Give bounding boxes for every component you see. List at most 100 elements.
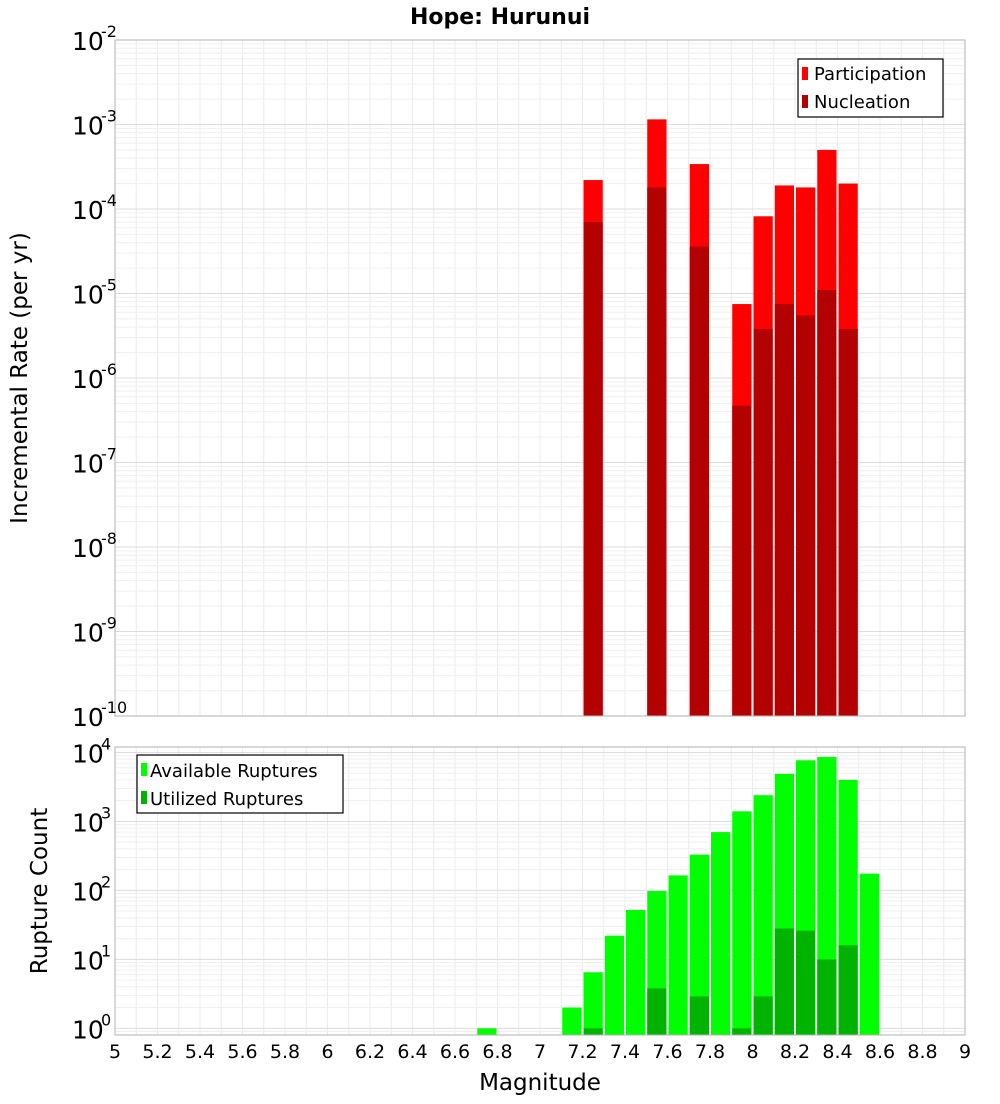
x-tick-label: 8.4	[822, 1041, 852, 1063]
top-y-tick-label-exponent: -5	[101, 276, 117, 295]
x-tick-label: 9	[959, 1041, 971, 1063]
top-y-tick-label-base: 10	[72, 703, 104, 732]
x-tick-label: 7.6	[652, 1041, 682, 1063]
bar-nucleation	[774, 304, 794, 716]
top-y-tick-label-base: 10	[72, 534, 104, 563]
x-tick-label: 7.8	[695, 1041, 725, 1063]
x-tick-label: 8	[746, 1041, 758, 1063]
top-y-tick-label-exponent: -4	[101, 191, 117, 210]
top-y-tick-label-base: 10	[72, 196, 104, 225]
bottom-y-tick-label-base: 10	[72, 739, 104, 768]
top-y-tick-label-exponent: -3	[101, 107, 117, 126]
bar-utilized-ruptures	[838, 945, 858, 1035]
top-y-tick-label-base: 10	[72, 365, 104, 394]
x-tick-label: 6.2	[355, 1041, 385, 1063]
bar-nucleation	[689, 246, 709, 716]
bar-available-ruptures	[753, 795, 773, 1035]
top-y-tick-label-exponent: -8	[101, 529, 117, 548]
bottom-x-tick-labels: 5 5.2 5.4 5.6 5.8 6 6.2 6.4 6.6 6.8 7 7.2 7.4 7.6 7.8 8…	[109, 1041, 971, 1063]
bar-utilized-ruptures	[753, 996, 773, 1035]
bottom-y-tick-label-base: 10	[72, 1015, 104, 1044]
bar-utilized-ruptures	[689, 996, 709, 1035]
bottom-y-tick-label-exponent: 2	[101, 872, 111, 891]
top-y-tick-label-exponent: -9	[101, 614, 117, 633]
chart-title: Hope: Hurunui	[410, 5, 590, 30]
legend-swatch-nucleation	[802, 95, 808, 108]
bottom-y-tick-label-exponent: 4	[101, 734, 111, 753]
top-y-tick-label-base: 10	[72, 27, 104, 56]
x-tick-label: 6.4	[397, 1041, 427, 1063]
bar-available-ruptures	[604, 935, 624, 1035]
bar-available-ruptures	[668, 875, 688, 1035]
bottom-y-axis-label: Rupture Count	[27, 808, 53, 974]
x-tick-label: 6.6	[440, 1041, 470, 1063]
top-bars	[583, 119, 858, 717]
bar-available-ruptures	[689, 854, 709, 1035]
bar-nucleation	[647, 187, 667, 717]
top-y-tick-label-base: 10	[72, 619, 104, 648]
top-y-axis-label: Incremental Rate (per yr)	[7, 232, 33, 524]
bottom-y-tick-label-base: 10	[72, 808, 104, 837]
top-legend: Participation Nucleation	[797, 58, 944, 118]
bottom-y-tick-label-exponent: 1	[101, 941, 111, 960]
x-tick-label: 6	[321, 1041, 333, 1063]
bar-available-ruptures	[583, 972, 603, 1035]
bar-available-ruptures	[626, 909, 646, 1035]
x-tick-label: 8.2	[780, 1041, 810, 1063]
bottom-y-tick-label-base: 10	[72, 877, 104, 906]
bottom-y-tick-label-exponent: 0	[101, 1010, 111, 1029]
x-tick-label: 5	[109, 1041, 121, 1063]
bar-nucleation	[583, 222, 603, 716]
legend-swatch-participation	[802, 67, 808, 80]
top-y-tick-label-exponent: -6	[101, 360, 117, 379]
x-tick-label: 7.4	[610, 1041, 640, 1063]
bar-available-ruptures	[732, 811, 752, 1035]
x-tick-label: 5.2	[142, 1041, 172, 1063]
bar-utilized-ruptures	[817, 959, 837, 1035]
legend-swatch-available	[141, 763, 147, 776]
bar-nucleation	[838, 329, 858, 716]
bar-nucleation	[732, 405, 752, 716]
x-tick-label: 7	[534, 1041, 546, 1063]
bar-available-ruptures	[477, 1028, 497, 1035]
bar-nucleation	[796, 315, 816, 716]
x-tick-label: 8.8	[907, 1041, 937, 1063]
bottom-bars	[477, 756, 879, 1035]
bar-available-ruptures	[711, 832, 731, 1035]
x-tick-label: 6.8	[482, 1041, 512, 1063]
bottom-y-tick-label-exponent: 3	[101, 803, 111, 822]
legend-label-nucleation: Nucleation	[814, 92, 910, 113]
bar-utilized-ruptures	[774, 928, 794, 1035]
x-tick-label: 8.6	[865, 1041, 895, 1063]
bottom-y-tick-label-base: 10	[72, 946, 104, 975]
top-y-tick-label-base: 10	[72, 281, 104, 310]
bar-available-ruptures	[859, 873, 879, 1035]
bar-nucleation	[753, 329, 773, 716]
bar-utilized-ruptures	[732, 1028, 752, 1035]
x-tick-label: 5.4	[185, 1041, 215, 1063]
top-y-tick-label-exponent: -10	[101, 698, 127, 717]
x-tick-label: 7.2	[567, 1041, 597, 1063]
legend-swatch-utilized	[141, 791, 147, 804]
top-y-tick-label-base: 10	[72, 450, 104, 479]
bar-utilized-ruptures	[583, 1028, 603, 1035]
legend-label-utilized: Utilized Ruptures	[150, 789, 303, 810]
bar-nucleation	[817, 290, 837, 716]
bottom-legend: Available Ruptures Utilized Ruptures	[136, 754, 344, 814]
top-gridlines	[114, 39, 966, 717]
legend-label-available: Available Ruptures	[150, 761, 318, 782]
x-axis-label: Magnitude	[479, 1070, 601, 1096]
top-y-tick-label-base: 10	[72, 112, 104, 141]
x-tick-label: 5.8	[270, 1041, 300, 1063]
top-y-tick-label-exponent: -7	[101, 445, 117, 464]
bar-available-ruptures	[562, 1007, 582, 1035]
bar-utilized-ruptures	[647, 988, 667, 1035]
x-tick-label: 5.6	[227, 1041, 257, 1063]
top-y-tick-label-exponent: -2	[101, 22, 117, 41]
